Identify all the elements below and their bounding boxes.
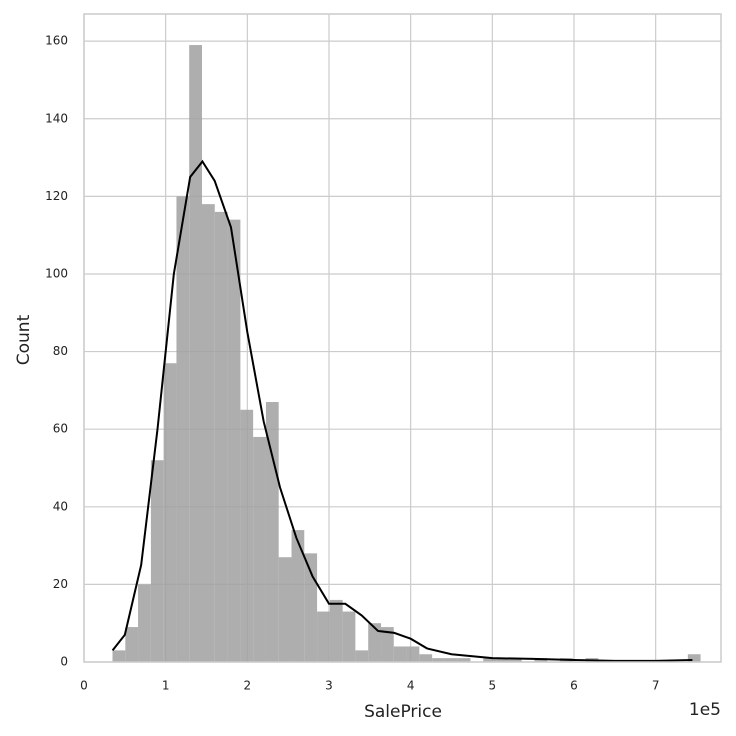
- bar: [457, 658, 471, 662]
- x-axis-label: SalePrice: [364, 702, 442, 722]
- bar: [483, 658, 497, 662]
- x-tick-label: 7: [652, 679, 660, 693]
- bar: [150, 460, 164, 662]
- bar: [214, 211, 228, 662]
- bar: [419, 654, 433, 662]
- bar: [432, 658, 445, 662]
- y-tick-label: 80: [53, 344, 68, 358]
- bar: [163, 363, 177, 662]
- y-tick-label: 100: [45, 266, 68, 280]
- x-tick-label: 5: [489, 679, 497, 693]
- bar: [355, 650, 369, 662]
- y-tick-label: 120: [45, 189, 68, 203]
- bar: [444, 658, 458, 662]
- x-tick-label: 1: [162, 679, 170, 693]
- bar: [138, 584, 151, 662]
- bar: [687, 654, 701, 662]
- y-tick-label: 40: [53, 499, 68, 513]
- bar: [253, 436, 266, 662]
- bar: [406, 646, 420, 662]
- bar: [189, 45, 203, 662]
- y-axis-label: Count: [14, 314, 34, 365]
- y-tick-label: 20: [53, 577, 68, 591]
- bar: [112, 650, 126, 662]
- y-tick-label: 140: [45, 111, 68, 125]
- bar: [393, 646, 407, 662]
- x-tick-label: 0: [80, 679, 88, 693]
- bar: [329, 599, 343, 662]
- bar: [176, 196, 190, 662]
- bar: [368, 623, 382, 662]
- bar: [240, 409, 254, 662]
- bar: [381, 627, 394, 662]
- plot-frame: [83, 13, 722, 663]
- y-tick-label: 60: [53, 422, 68, 436]
- y-tick-label: 160: [45, 34, 68, 48]
- bar: [342, 611, 356, 662]
- x-offset-label: 1e5: [689, 700, 721, 720]
- x-tick-label: 2: [244, 679, 252, 693]
- bar: [125, 627, 139, 662]
- bar: [291, 530, 305, 662]
- bar: [496, 658, 509, 662]
- x-tick-label: 6: [570, 679, 578, 693]
- x-tick-label: 3: [325, 679, 333, 693]
- bar: [317, 611, 330, 662]
- bar: [278, 557, 292, 662]
- y-tick-label: 0: [60, 655, 68, 669]
- x-tick-label: 4: [407, 679, 415, 693]
- kde-line: [111, 159, 693, 662]
- bar: [202, 204, 215, 663]
- bar: [508, 658, 522, 662]
- bar: [227, 219, 241, 662]
